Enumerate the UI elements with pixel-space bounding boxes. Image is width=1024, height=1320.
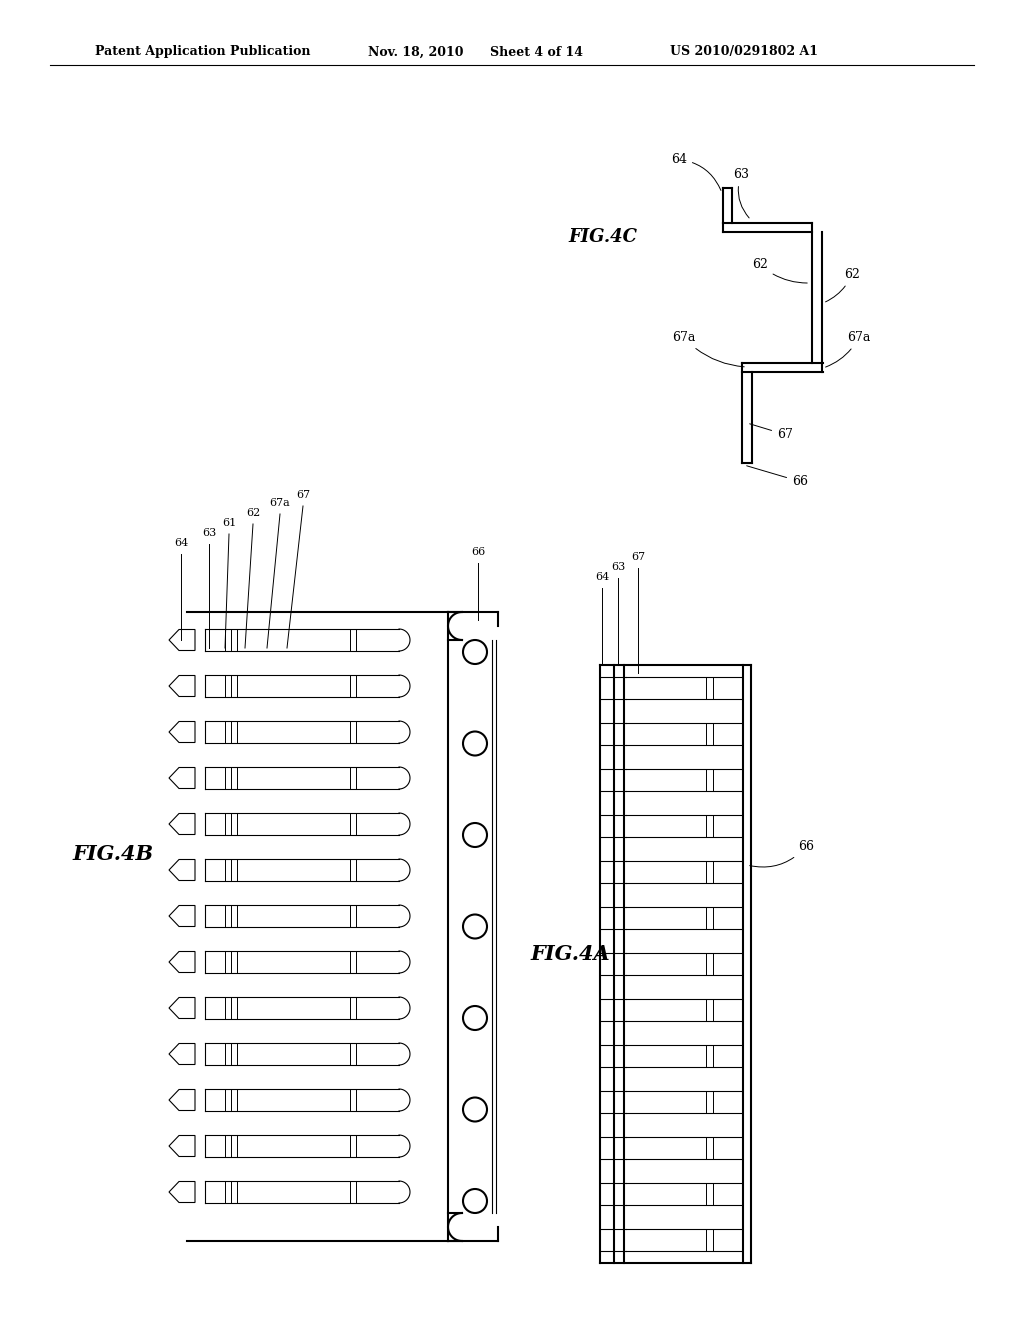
Text: Nov. 18, 2010: Nov. 18, 2010 bbox=[368, 45, 464, 58]
Text: 67a: 67a bbox=[269, 498, 291, 508]
Text: 66: 66 bbox=[471, 546, 485, 557]
Text: 63: 63 bbox=[202, 528, 216, 539]
Text: Sheet 4 of 14: Sheet 4 of 14 bbox=[490, 45, 583, 58]
Text: 67: 67 bbox=[631, 552, 645, 562]
Text: 66: 66 bbox=[750, 840, 814, 867]
Text: 62: 62 bbox=[752, 257, 807, 282]
Text: FIG.4A: FIG.4A bbox=[530, 944, 609, 964]
Text: 63: 63 bbox=[733, 168, 750, 218]
Text: Patent Application Publication: Patent Application Publication bbox=[95, 45, 310, 58]
Text: 66: 66 bbox=[746, 466, 808, 488]
Text: FIG.4B: FIG.4B bbox=[72, 843, 154, 865]
Text: 64: 64 bbox=[671, 153, 721, 190]
Text: 67: 67 bbox=[750, 424, 793, 441]
Text: 63: 63 bbox=[611, 562, 625, 572]
Text: 67: 67 bbox=[296, 490, 310, 500]
Text: 61: 61 bbox=[222, 517, 237, 528]
Text: 62: 62 bbox=[825, 268, 860, 302]
Text: FIG.4C: FIG.4C bbox=[568, 228, 637, 246]
Text: US 2010/0291802 A1: US 2010/0291802 A1 bbox=[670, 45, 818, 58]
Text: 67a: 67a bbox=[672, 331, 744, 367]
Text: 62: 62 bbox=[246, 508, 260, 517]
Text: 64: 64 bbox=[595, 572, 609, 582]
Text: 67a: 67a bbox=[825, 331, 870, 367]
Text: 64: 64 bbox=[174, 539, 188, 548]
